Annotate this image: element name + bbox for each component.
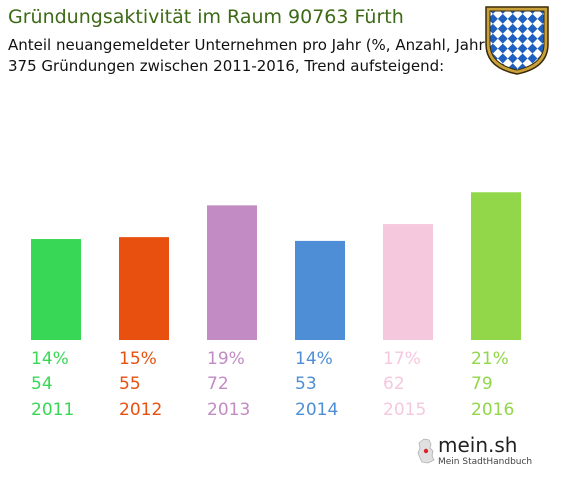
- year-label-2016: 2016: [471, 400, 514, 420]
- logo-name: mein.sh: [438, 433, 518, 457]
- count-label-2016: 79: [471, 374, 493, 394]
- year-label-2012: 2012: [119, 400, 162, 420]
- year-label-2013: 2013: [207, 400, 250, 420]
- percent-label-2013: 19%: [207, 349, 245, 369]
- percent-label-2015: 17%: [383, 349, 421, 369]
- mein-sh-logo[interactable]: mein.sh Mein StadtHandbuch: [416, 432, 532, 472]
- percent-label-2016: 21%: [471, 349, 509, 369]
- count-label-2012: 55: [119, 374, 141, 394]
- count-label-2011: 54: [31, 374, 53, 394]
- year-label-2014: 2014: [295, 400, 338, 420]
- percent-label-2014: 14%: [295, 349, 333, 369]
- bar-2015: [383, 224, 433, 340]
- logo-tagline: Mein StadtHandbuch: [438, 457, 533, 467]
- germany-map-icon: [417, 438, 435, 464]
- chart-title: Gründungsaktivität im Raum 90763 Fürth: [8, 6, 404, 28]
- percent-label-2012: 15%: [119, 349, 157, 369]
- bavarian-coat-of-arms-icon: [485, 6, 549, 75]
- count-label-2015: 62: [383, 374, 405, 394]
- bar-2014: [295, 240, 345, 340]
- percent-label-2011: 14%: [31, 349, 69, 369]
- bar-2013: [207, 205, 257, 340]
- count-label-2013: 72: [207, 374, 229, 394]
- count-label-2014: 53: [295, 374, 317, 394]
- bar-2011: [31, 239, 81, 340]
- bar-2016: [471, 192, 521, 340]
- year-label-2011: 2011: [31, 400, 74, 420]
- chart-summary: 375 Gründungen zwischen 2011-2016, Trend…: [8, 57, 445, 75]
- bar-2012: [119, 237, 169, 340]
- chart-subtitle: Anteil neuangemeldeter Unternehmen pro J…: [8, 36, 491, 54]
- year-label-2015: 2015: [383, 400, 426, 420]
